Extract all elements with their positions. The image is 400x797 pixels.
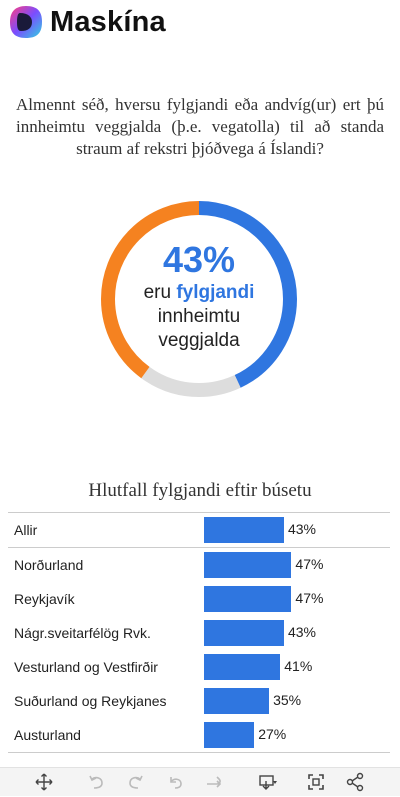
donut-percent: 43% (162, 239, 236, 280)
bar-chart-title: Hlutfall fylgjandi eftir búsetu (88, 480, 312, 501)
bar-value-label: 27% (258, 726, 287, 742)
bar-row: Reykjavík 47% (8, 582, 390, 616)
share-icon[interactable] (345, 772, 365, 792)
download-icon[interactable] (258, 772, 278, 792)
bar-row: Vesturland og Vestfirðir 41% (8, 650, 390, 684)
bar-value-label: 41% (284, 658, 313, 674)
survey-question: Almennt séð, hversu fylgjandi eða andvíg… (16, 95, 384, 158)
bar-category-label: Nágr.sveitarfélög Rvk. (14, 625, 151, 641)
maskina-logo-icon (10, 6, 42, 38)
redo-icon[interactable] (126, 772, 146, 792)
bar-value-label: 43% (287, 521, 316, 537)
donut-line-3: veggjalda (158, 330, 240, 351)
bar (204, 620, 284, 646)
donut-line-1-highlight: fylgjandi (176, 282, 255, 303)
forward-icon[interactable] (204, 772, 224, 792)
fullscreen-icon[interactable] (306, 772, 326, 792)
donut-chart (101, 201, 297, 397)
bar-value-label: 47% (295, 590, 324, 606)
brand-name: Maskína (50, 5, 166, 38)
bar-value-label: 47% (295, 556, 324, 572)
donut-segment-andvig (101, 201, 297, 397)
bar (204, 552, 292, 578)
bar-category-label: Reykjavík (14, 591, 75, 607)
donut-center-label: 43% eru fylgjandi innheimtu veggjalda (99, 239, 299, 353)
donut-line-1-prefix: eru (143, 282, 177, 303)
bar (204, 688, 270, 714)
bar-category-label: Austurland (14, 727, 81, 743)
donut-line-1: eru fylgjandi (99, 281, 299, 305)
bar-category-label: Vesturland og Vestfirðir (14, 659, 158, 675)
bar (204, 654, 281, 680)
bar-row: Suðurland og Reykjanes 35% (8, 684, 390, 718)
donut-line-2: innheimtu (157, 306, 241, 327)
bar (204, 586, 292, 612)
bar (204, 517, 284, 543)
bar-row: Norðurland 47% (8, 548, 390, 582)
bar-value-label: 43% (287, 624, 316, 640)
donut-segment-neutral (101, 201, 297, 397)
bar-row: Nágr.sveitarfélög Rvk. 43% (8, 616, 390, 650)
bar-row: Allir 43% (8, 512, 390, 548)
bar-category-label: Suðurland og Reykjanes (14, 693, 167, 709)
undo-icon[interactable] (86, 772, 106, 792)
bar-row: Austurland 27% (8, 718, 390, 753)
move-icon[interactable] (34, 772, 54, 792)
bar-chart: Allir 43% Norðurland 47% Reykjavík 47% Nágr.sv… (8, 512, 390, 753)
bar-value-label: 35% (273, 692, 302, 708)
brand-logo: Maskína (8, 4, 166, 40)
viz-toolbar (0, 767, 400, 796)
bar (204, 722, 255, 748)
revert-icon[interactable] (166, 772, 186, 792)
bar-category-label: Norðurland (14, 557, 84, 573)
bar-category-label: Allir (14, 522, 38, 538)
